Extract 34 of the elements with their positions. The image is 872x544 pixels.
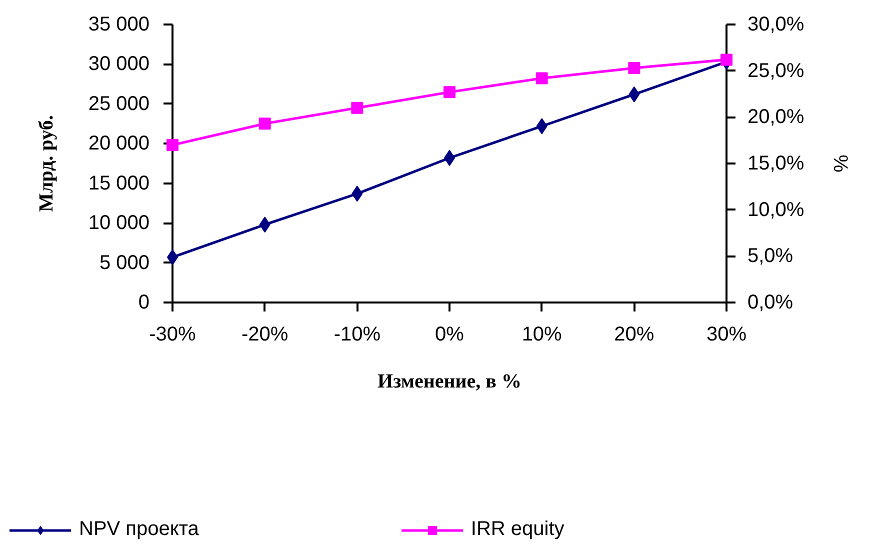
y-tick-label: 35 000 <box>88 14 150 36</box>
x-tick-label: 30% <box>706 324 747 346</box>
y-tick-label: 25 000 <box>88 92 150 115</box>
y-tick-label: 5 000 <box>99 252 150 274</box>
point <box>720 54 732 66</box>
y2-tick-label: 25,0% <box>748 60 804 82</box>
y2-tick-label: 10,0% <box>748 198 804 221</box>
y2-tick-label: 5,0% <box>748 245 794 268</box>
x-tick-label: 10% <box>522 324 562 346</box>
y-tick-label: 20 000 <box>88 132 150 155</box>
x-tick-label: -10% <box>334 324 381 346</box>
legend-label: NPV проекта <box>79 518 199 541</box>
y2-tick-label: 0,0% <box>748 292 794 314</box>
y2-axis-title: % <box>829 154 852 173</box>
point <box>166 138 178 151</box>
x-tick-label: 0% <box>435 324 464 346</box>
y2-tick-label: 20,0% <box>748 106 804 128</box>
point <box>258 118 271 130</box>
y2-tick-label: 30,0% <box>748 14 804 36</box>
point <box>628 62 640 74</box>
y-tick-label: 15 000 <box>88 172 150 194</box>
y-tick-label: 10 000 <box>88 212 150 234</box>
point <box>351 102 364 114</box>
x-tick-label: -20% <box>241 324 288 346</box>
y-tick-label: 30 000 <box>88 53 150 76</box>
point <box>536 72 548 84</box>
y2-tick-label: 15,0% <box>748 152 804 174</box>
y-axis-title: Млрд. руб. <box>35 115 58 212</box>
legend-label: IRR equity <box>470 518 564 541</box>
y-tick-label: 0 <box>138 292 150 314</box>
x-axis-title: Изменение, в % <box>378 370 522 392</box>
point <box>444 86 456 98</box>
x-tick-label: -30% <box>149 324 196 346</box>
x-tick-label: 20% <box>614 324 654 346</box>
